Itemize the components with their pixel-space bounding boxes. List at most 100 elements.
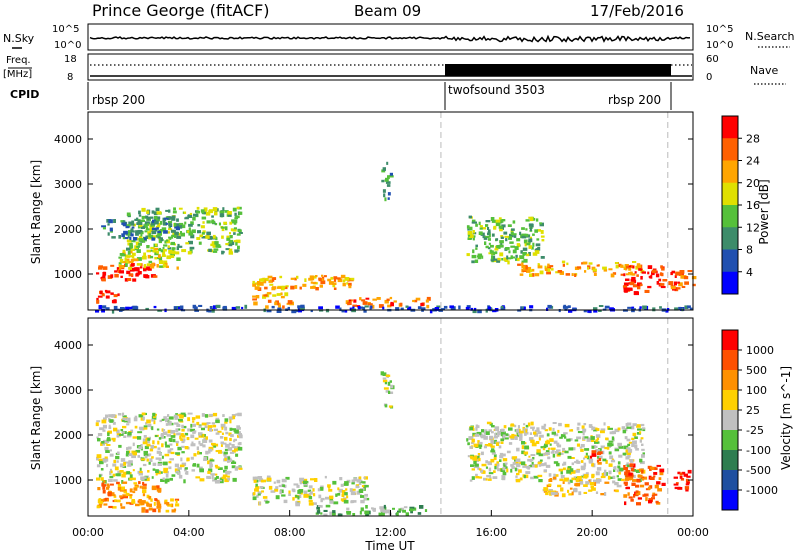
range-gate-cell [129,474,133,478]
range-gate-cell [497,468,500,472]
range-gate-cell [139,485,142,489]
range-gate-cell [174,417,179,420]
range-gate-cell [557,452,562,456]
range-gate-cell [515,475,518,478]
range-gate-cell [585,475,588,479]
range-gate-cell [161,254,166,257]
range-gate-cell [325,504,331,508]
range-gate-cell [180,232,185,237]
range-gate-cell [205,436,208,440]
range-gate-cell [229,221,233,225]
range-gate-cell [312,488,315,492]
range-gate-cell [101,305,107,309]
range-gate-cell [316,510,321,514]
range-gate-cell [141,207,146,212]
range-gate-cell [111,414,116,418]
range-gate-cell [177,446,182,451]
range-gate-cell [135,241,140,246]
range-gate-cell [564,306,569,309]
range-gate-cell [475,244,478,248]
range-gate-cell [211,241,217,245]
range-gate-cell [147,453,152,456]
range-gate-cell [145,267,148,271]
range-gate-cell [567,455,572,459]
range-gate-cell [196,210,200,214]
range-gate-cell [212,412,218,417]
range-gate-cell [409,506,415,509]
range-gate-cell [514,246,519,250]
range-gate-cell [290,277,296,280]
range-gate-cell [630,271,633,275]
range-gate-cell [488,467,492,472]
range-gate-cell [649,476,655,480]
range-gate-cell [623,494,628,498]
range-gate-cell [121,487,125,491]
range-gate-cell [547,447,551,450]
range-gate-cell [511,433,515,437]
range-gate-cell [532,427,535,431]
range-gate-cell [191,417,196,421]
range-gate-cell [130,245,133,249]
colorbar-segment [722,227,738,250]
range-gate-cell [364,476,368,480]
range-gate-cell [360,507,364,512]
range-gate-cell [150,255,154,259]
range-gate-cell [187,214,193,218]
range-gate-cell [167,245,170,248]
range-gate-cell [262,496,268,499]
range-gate-cell [665,309,669,313]
colorbar-segment [722,490,738,511]
colorbar-tick-label: -1000 [746,484,778,497]
range-gate-cell [253,301,258,306]
range-gate-cell [524,242,527,247]
range-gate-cell [169,255,175,258]
range-gate-cell [560,487,564,492]
range-gate-cell [550,451,555,454]
range-gate-cell [382,377,387,380]
range-gate-cell [108,418,111,422]
range-gate-cell [498,445,502,449]
range-gate-cell [236,466,242,469]
range-gate-cell [623,287,627,290]
range-gate-cell [127,494,133,497]
range-gate-cell [175,227,180,231]
range-gate-cell [112,463,117,467]
range-gate-cell [147,267,152,271]
range-gate-cell [566,438,571,442]
range-gate-cell [629,465,635,470]
range-gate-cell [310,281,313,284]
range-gate-cell [389,172,393,176]
range-gate-cell [617,465,621,469]
range-gate-cell [146,249,151,253]
range-gate-cell [362,481,366,484]
range-gate-cell [120,307,125,310]
range-gate-cell [204,414,209,418]
range-gate-cell [640,437,644,440]
range-gate-cell [595,449,600,453]
range-gate-cell [541,239,545,242]
range-gate-cell [479,227,483,230]
range-gate-cell [136,249,141,253]
range-gate-cell [596,459,599,463]
range-gate-cell [497,434,500,438]
range-gate-cell [491,431,494,434]
range-gate-cell [320,512,323,515]
range-gate-cell [196,463,200,468]
range-gate-cell [562,263,565,267]
range-gate-cell [98,498,102,502]
range-gate-cell [677,281,680,284]
range-gate-cell [198,432,203,436]
range-gate-cell [346,282,349,285]
range-gate-cell [164,499,168,503]
range-gate-cell [383,193,386,198]
range-gate-cell [123,491,128,494]
range-gate-cell [233,232,236,235]
range-gate-cell [671,270,676,274]
range-gate-cell [480,451,484,456]
range-gate-cell [105,486,110,490]
range-gate-cell [559,452,564,455]
range-gate-cell [137,436,142,440]
range-gate-cell [434,307,439,311]
range-gate-cell [630,425,635,430]
range-gate-cell [241,306,244,310]
